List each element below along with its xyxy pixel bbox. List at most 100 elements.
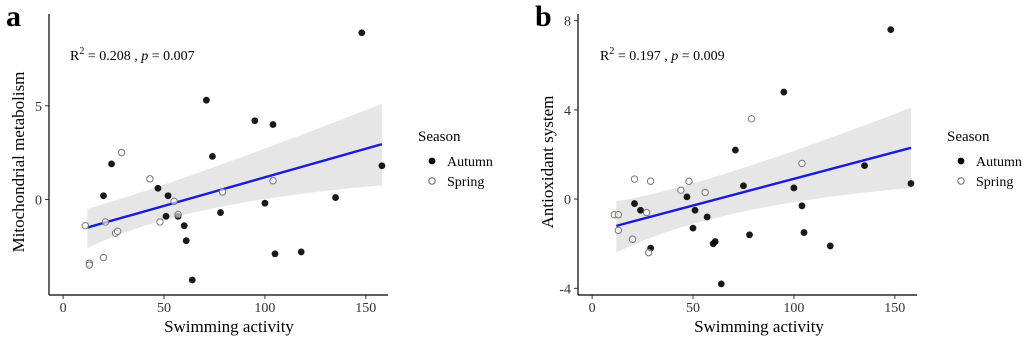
panel-a-autumn-point — [108, 160, 115, 168]
panel-b-autumn-point — [637, 206, 644, 214]
panel-b-r2-sup: 2 — [609, 46, 614, 57]
panel-b-autumn-point — [887, 26, 895, 34]
panel-a-r2-value: = 0.208 , — [84, 49, 141, 64]
panel-b-legend-spring-label: Spring — [976, 175, 1013, 190]
panel-a-legend-autumn-label: Autumn — [447, 155, 493, 170]
panel-b-spring-point — [628, 235, 637, 243]
panel-b-r2-value: = 0.197 , — [614, 49, 671, 64]
panel-a-autumn-point — [180, 222, 188, 230]
panel-b-regression-line — [616, 146, 912, 228]
panel-a-legend-spring-label: Spring — [447, 175, 484, 190]
panel-b-autumn-point — [740, 182, 747, 190]
panel-a-autumn-point — [378, 162, 386, 170]
panel-b-spring-point — [630, 175, 639, 183]
panel-a-spring-point — [101, 218, 110, 226]
panel-a-spring-point — [81, 221, 90, 230]
panel-b-p-symbol: p — [670, 49, 678, 64]
panel-b-spring-point — [614, 211, 623, 219]
panel-b-x-tick-label: 150 — [884, 301, 905, 316]
panel-b-spring-point — [614, 226, 623, 235]
panel-b-spring-point — [644, 248, 653, 257]
panel-a-spring-point — [113, 227, 122, 236]
panel-b-spring-point — [646, 177, 655, 185]
panel-b-autumn-point — [861, 162, 868, 170]
panel-a-p-value: = 0.007 — [148, 49, 194, 64]
panel-b-x-tick-label: 100 — [783, 301, 804, 316]
panel-b-legend-autumn-marker — [957, 157, 965, 165]
panel-b-spring-point — [685, 177, 693, 185]
panel-b-autumn-point — [731, 146, 739, 154]
panel-a-spring-point — [117, 148, 126, 157]
panel-a-autumn-point — [261, 199, 269, 207]
panel-b-autumn-point — [711, 238, 719, 245]
panel-b-autumn-point — [826, 242, 834, 250]
panel-a-autumn-point — [332, 194, 339, 201]
panel-b-spring-point — [798, 159, 806, 168]
panel-a-legend: Season Autumn Spring — [418, 129, 493, 190]
panel-a-autumn-point — [188, 276, 196, 284]
panel-b-plot-area: 0 50 100 150 -4 0 4 8 — [559, 14, 917, 316]
panel-a-autumn-point — [217, 209, 224, 216]
panel-a-stat-annotation: R2 = 0.208 , p = 0.007 — [70, 46, 195, 64]
panel-a-x-tick-label: 50 — [157, 301, 171, 316]
panel-b-autumn-point — [780, 88, 788, 96]
panel-b: b 0 50 100 150 -4 0 4 8 Swimming activity Antio… — [535, 0, 1022, 336]
panel-a-autumn-point — [269, 121, 277, 128]
panel-b-stat-annotation: R2 = 0.197 , p = 0.009 — [600, 46, 725, 64]
panel-b-y-tick-label: 8 — [564, 15, 571, 30]
panel-b-spring-point — [642, 208, 651, 217]
panel-a-autumn-point — [271, 250, 279, 258]
panel-b-y-tick-label: 4 — [564, 104, 571, 119]
panel-b-autumn-point — [800, 229, 808, 236]
panel-a-autumn-point — [358, 29, 366, 37]
panel-a-autumn-point — [100, 192, 107, 200]
panel-b-spring-point — [701, 188, 709, 197]
panel-a-autumn-point — [182, 237, 190, 245]
panel-a-y-axis-title: Mitochondrial metabolism — [9, 72, 28, 253]
panel-b-autumn-point — [689, 224, 697, 232]
panel-a: a 0 50 100 150 0 5 Swimming activity Mitochon… — [6, 0, 493, 336]
panel-a-x-tick-label: 100 — [254, 301, 275, 316]
panel-a-regression-line — [87, 143, 383, 229]
panel-a-autumn-point — [162, 212, 170, 220]
panel-b-x-tick-label: 0 — [589, 301, 596, 316]
panel-b-autumn-point — [790, 184, 798, 192]
panel-a-legend-title: Season — [418, 129, 461, 145]
panel-b-r2-prefix: R — [600, 49, 610, 64]
panel-a-x-tick-label: 150 — [355, 301, 376, 316]
panel-a-spring-point — [146, 175, 154, 183]
panel-a-spring-point — [174, 210, 182, 219]
panel-b-autumn-point — [683, 193, 691, 201]
panel-a-spring-point — [85, 261, 94, 269]
panel-a-spring-point — [156, 218, 164, 226]
panel-b-y-tick-label: -4 — [559, 282, 571, 297]
panel-a-autumn-point — [202, 96, 210, 104]
panel-b-x-tick-label: 50 — [686, 301, 700, 316]
panel-a-r2-prefix: R — [70, 49, 80, 64]
panel-b-autumn-point — [631, 200, 638, 207]
panel-b-spring-point — [677, 186, 685, 194]
panel-a-y-tick-label: 0 — [35, 193, 42, 208]
panel-a-x-tick-label: 0 — [60, 301, 67, 316]
panel-a-autumn-point — [251, 117, 259, 125]
panel-b-letter: b — [535, 0, 552, 33]
panel-a-confidence-band — [87, 103, 382, 249]
panel-b-autumn-point — [691, 206, 699, 214]
panel-b-legend: Season Autumn Spring — [947, 129, 1022, 190]
panel-a-p-symbol: p — [140, 49, 148, 64]
panel-b-autumn-point — [717, 280, 725, 288]
panel-a-legend-autumn-marker — [428, 157, 436, 165]
panel-b-autumn-point — [907, 180, 915, 187]
panel-a-autumn-point — [209, 152, 216, 160]
panel-a-spring-point — [218, 188, 227, 196]
panel-b-legend-autumn-label: Autumn — [976, 155, 1022, 170]
panel-b-legend-spring-marker — [957, 177, 965, 185]
panel-b-p-value: = 0.009 — [678, 49, 724, 64]
panel-a-y-tick-label: 5 — [35, 100, 42, 115]
panel-a-autumn-point — [297, 248, 305, 256]
panel-b-autumn-point — [703, 213, 711, 221]
panel-a-letter: a — [6, 0, 21, 33]
panel-b-autumn-point — [746, 231, 753, 239]
panel-b-legend-title: Season — [947, 129, 990, 145]
